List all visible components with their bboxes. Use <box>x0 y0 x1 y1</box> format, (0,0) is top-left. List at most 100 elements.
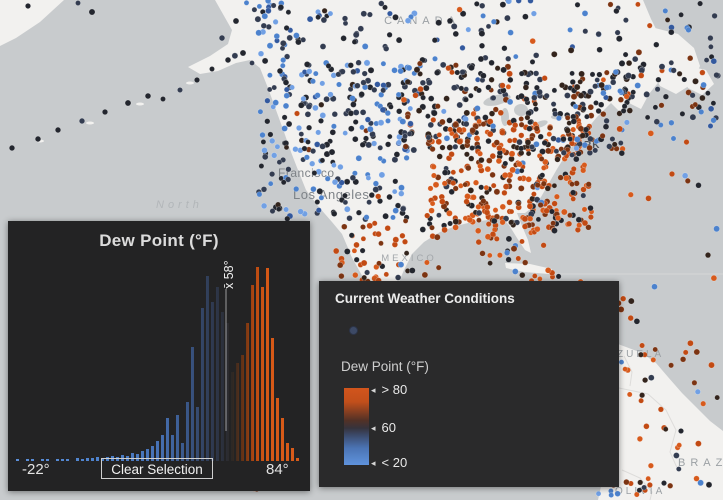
station-dot[interactable] <box>639 392 646 399</box>
station-dot[interactable] <box>469 127 477 134</box>
station-dot[interactable] <box>331 162 337 169</box>
station-dot[interactable] <box>363 59 371 67</box>
station-dot[interactable] <box>618 150 625 157</box>
station-dot[interactable] <box>306 15 314 23</box>
station-dot[interactable] <box>509 166 516 174</box>
station-dot[interactable] <box>529 37 536 45</box>
station-dot[interactable] <box>618 60 626 67</box>
station-dot[interactable] <box>422 84 430 92</box>
station-dot[interactable] <box>560 208 568 216</box>
station-dot[interactable] <box>637 72 645 79</box>
station-dot[interactable] <box>319 143 326 150</box>
station-dot[interactable] <box>603 84 611 91</box>
station-dot[interactable] <box>643 91 651 98</box>
station-dot[interactable] <box>335 71 342 78</box>
station-dot[interactable] <box>598 101 605 108</box>
station-dot[interactable] <box>277 4 285 11</box>
station-dot[interactable] <box>417 70 424 77</box>
station-dot[interactable] <box>392 178 399 185</box>
station-dot[interactable] <box>273 33 280 40</box>
station-dot[interactable] <box>476 118 482 125</box>
station-dot[interactable] <box>636 487 643 494</box>
histogram-bar[interactable] <box>46 459 49 461</box>
station-dot[interactable] <box>383 271 390 278</box>
station-dot[interactable] <box>243 0 250 6</box>
station-dot[interactable] <box>531 191 537 197</box>
station-dot[interactable] <box>285 9 292 16</box>
station-dot[interactable] <box>407 105 414 112</box>
station-dot[interactable] <box>260 202 268 210</box>
station-dot[interactable] <box>360 224 366 230</box>
station-dot[interactable] <box>365 175 372 181</box>
station-dot[interactable] <box>505 83 512 90</box>
station-dot[interactable] <box>380 87 387 94</box>
station-dot[interactable] <box>711 12 718 20</box>
station-dot[interactable] <box>371 140 378 147</box>
station-dot[interactable] <box>454 69 461 76</box>
station-dot[interactable] <box>515 255 522 262</box>
station-dot[interactable] <box>448 188 455 195</box>
histogram-bar[interactable] <box>276 398 279 461</box>
histogram-bar[interactable] <box>26 459 29 461</box>
station-dot[interactable] <box>578 70 585 78</box>
station-dot[interactable] <box>685 26 692 34</box>
station-dot[interactable] <box>347 62 354 69</box>
histogram-bar[interactable] <box>86 458 89 461</box>
station-dot[interactable] <box>643 423 650 430</box>
station-dot[interactable] <box>518 92 525 100</box>
station-dot[interactable] <box>295 38 302 46</box>
station-dot[interactable] <box>551 182 558 189</box>
station-dot[interactable] <box>446 117 453 124</box>
station-dot[interactable] <box>361 70 368 77</box>
station-dot[interactable] <box>315 207 322 214</box>
station-dot[interactable] <box>596 46 603 53</box>
station-dot[interactable] <box>595 30 602 38</box>
station-dot[interactable] <box>280 57 287 64</box>
histogram-bar[interactable] <box>76 458 79 461</box>
station-dot[interactable] <box>355 155 363 162</box>
station-dot[interactable] <box>685 89 692 96</box>
station-dot[interactable] <box>480 198 487 205</box>
station-dot[interactable] <box>373 263 380 271</box>
station-dot[interactable] <box>343 248 351 255</box>
station-dot[interactable] <box>395 36 403 44</box>
station-dot[interactable] <box>386 133 393 140</box>
station-dot[interactable] <box>645 195 652 202</box>
station-dot[interactable] <box>577 92 585 99</box>
histogram-bar[interactable] <box>196 407 199 461</box>
station-dot[interactable] <box>623 93 630 100</box>
station-dot[interactable] <box>687 55 694 62</box>
station-dot[interactable] <box>392 13 399 21</box>
station-dot[interactable] <box>452 218 460 225</box>
station-dot[interactable] <box>419 79 427 86</box>
station-dot[interactable] <box>339 68 346 75</box>
station-dot[interactable] <box>318 117 324 124</box>
station-dot[interactable] <box>336 81 342 88</box>
station-dot[interactable] <box>485 84 492 91</box>
station-dot[interactable] <box>506 177 513 184</box>
station-dot[interactable] <box>700 81 707 89</box>
station-dot[interactable] <box>467 92 474 99</box>
histogram-bar[interactable] <box>66 459 69 461</box>
station-dot[interactable] <box>540 180 547 187</box>
station-dot[interactable] <box>319 80 326 87</box>
station-dot[interactable] <box>644 114 651 121</box>
station-dot[interactable] <box>403 154 410 161</box>
station-dot[interactable] <box>627 297 635 305</box>
station-dot[interactable] <box>292 146 299 153</box>
station-dot[interactable] <box>329 95 337 103</box>
station-dot[interactable] <box>255 29 263 37</box>
station-dot[interactable] <box>371 220 378 227</box>
station-dot[interactable] <box>553 148 560 155</box>
station-dot[interactable] <box>505 235 513 243</box>
station-dot[interactable] <box>488 76 495 83</box>
station-dot[interactable] <box>341 15 349 22</box>
station-dot[interactable] <box>477 55 485 63</box>
histogram-bar[interactable] <box>171 435 174 461</box>
station-dot[interactable] <box>364 116 372 123</box>
station-dot[interactable] <box>428 207 435 214</box>
station-dot[interactable] <box>697 479 704 487</box>
station-dot[interactable] <box>600 110 607 118</box>
station-dot[interactable] <box>447 220 454 227</box>
station-dot[interactable] <box>664 17 671 23</box>
